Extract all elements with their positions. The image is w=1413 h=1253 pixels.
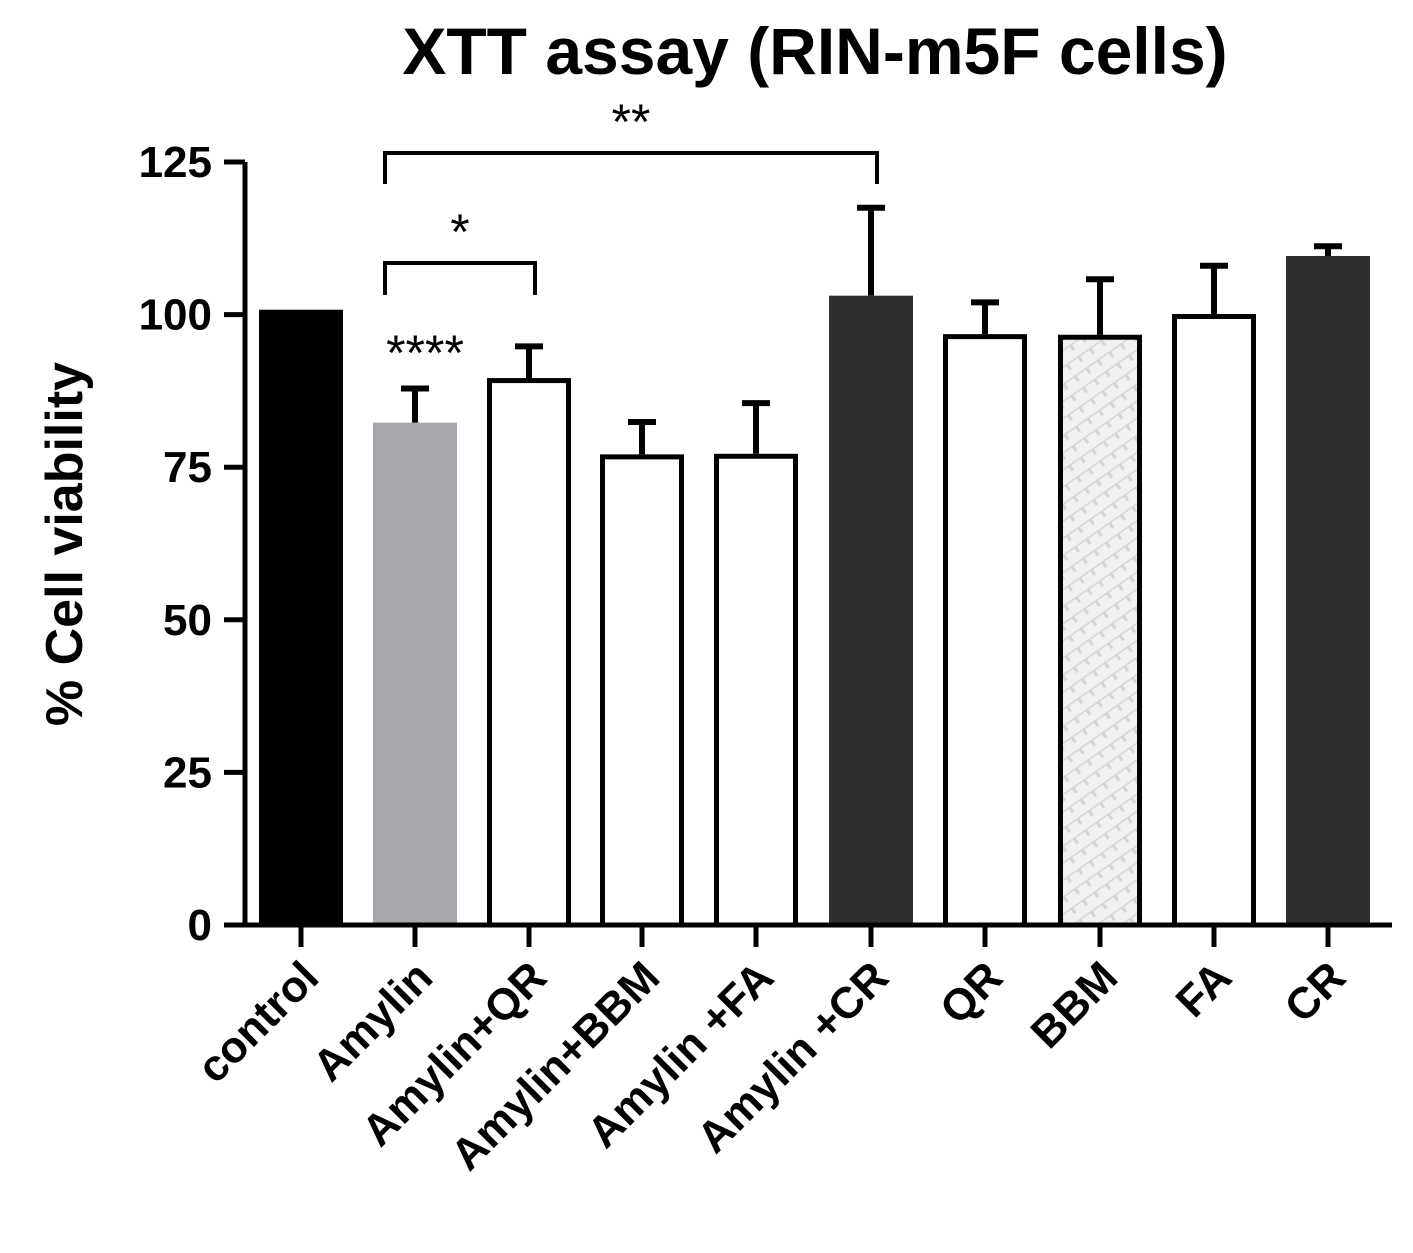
bar — [1172, 313, 1256, 928]
bar — [1058, 334, 1142, 928]
y-tick-label: 125 — [139, 138, 212, 187]
y-tick-label: 0 — [188, 901, 212, 950]
category-label: QR — [931, 952, 1012, 1033]
x-ticks-layer — [298, 925, 1331, 947]
significance-layer: ******* — [383, 94, 879, 381]
category-label: FA — [1167, 952, 1241, 1026]
y-axis-label: % Cell viability — [36, 362, 94, 726]
significance-stars: * — [450, 204, 469, 260]
y-tick-label: 50 — [163, 596, 212, 645]
bar — [943, 334, 1027, 928]
bar — [373, 422, 457, 925]
category-label: control — [188, 952, 328, 1092]
y-tick-label: 100 — [139, 291, 212, 340]
significance-stars: ** — [612, 94, 651, 150]
bars-layer — [259, 256, 1370, 928]
y-tick-label: 25 — [163, 748, 212, 797]
bar — [600, 454, 684, 928]
bar — [829, 295, 913, 925]
bar — [714, 453, 798, 928]
y-tick-label: 75 — [163, 443, 212, 492]
bar — [259, 309, 343, 925]
error-bars-layer — [401, 204, 1342, 455]
significance-bracket — [383, 151, 879, 184]
chart-title: XTT assay (RIN-m5F cells) — [402, 14, 1227, 88]
bar — [1286, 256, 1370, 925]
y-ticks-layer: 0 25 50 75 100 125 — [139, 138, 245, 950]
category-label: BBM — [1022, 952, 1128, 1058]
significance-bracket — [383, 261, 537, 295]
significance-stars: **** — [386, 325, 464, 381]
bar — [487, 378, 571, 928]
category-label: CR — [1275, 952, 1355, 1032]
